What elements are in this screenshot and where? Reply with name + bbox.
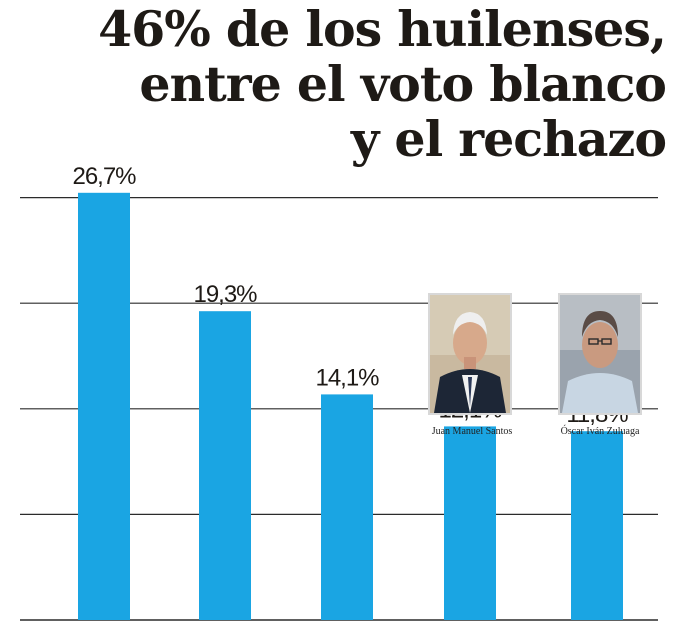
zuluaga-photo xyxy=(558,293,642,415)
data-label: 14,1% xyxy=(315,364,379,391)
person-photo-icon xyxy=(430,295,510,413)
bars xyxy=(78,192,623,621)
santos-photo xyxy=(428,293,512,415)
chart-title: 46% de los huilenses, entre el voto blan… xyxy=(98,0,667,168)
bar xyxy=(444,426,496,620)
bar xyxy=(199,311,251,620)
data-labels: 26,7%19,3%14,1%12,1%11,8% xyxy=(72,163,629,428)
bar xyxy=(571,431,623,620)
person-photo-icon xyxy=(560,295,640,413)
data-label: 26,7% xyxy=(72,163,136,190)
bar xyxy=(321,394,373,620)
santos-caption: Juan Manuel Santos xyxy=(431,426,513,437)
bar xyxy=(78,192,130,621)
data-label: 19,3% xyxy=(193,281,257,308)
zuluaga-caption: Óscar Iván Zuluaga xyxy=(560,426,640,437)
